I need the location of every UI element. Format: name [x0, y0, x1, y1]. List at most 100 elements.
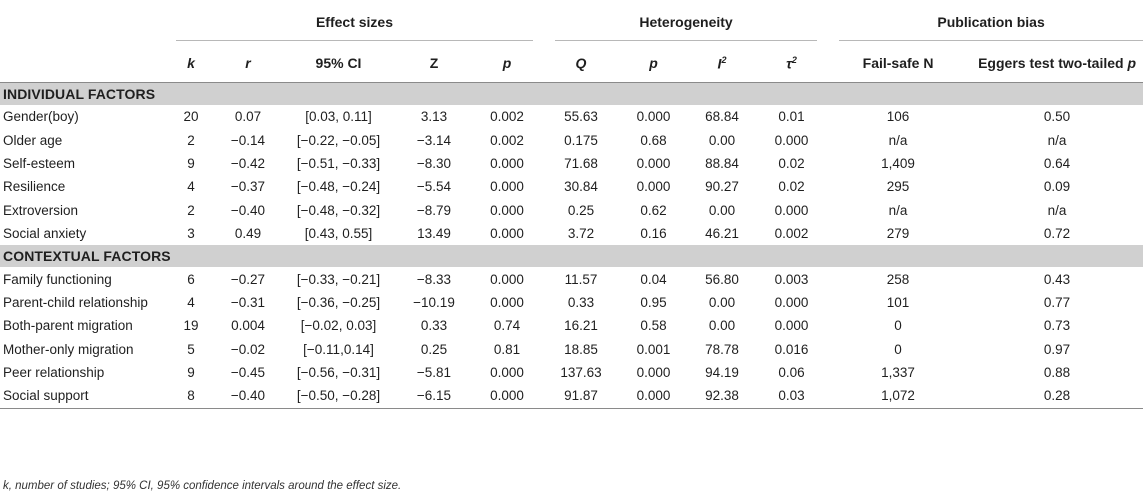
cell-egger: 0.97 [1043, 341, 1071, 357]
group-header-row: Effect sizes Heterogeneity Publication b… [0, 0, 1143, 44]
cell-ci: [−0.51, −0.33] [296, 155, 381, 171]
cell-z: −10.19 [413, 294, 455, 310]
cell-p2: 0.000 [636, 179, 671, 195]
cell-q: 3.72 [567, 226, 595, 242]
table-row: Social anxiety 3 0.49 [0.43, 0.55] 13.49 0.00… [0, 222, 1143, 245]
cell-q: 30.84 [564, 179, 598, 195]
cell-p: 0.000 [473, 384, 541, 409]
table-row: Self-esteem 9 −0.42 [−0.51, −0.33] −8.30 0.00… [0, 152, 1143, 175]
cell-q: 0.33 [567, 294, 595, 310]
column-header-row: k r 95% CI Z p Q p I2 τ2 Fail-safe N Egg… [0, 44, 1143, 83]
cell-z: 13.49 [417, 226, 451, 242]
cell-ci: [−0.56, −0.31] [296, 365, 381, 381]
cell-ci: [−0.33, −0.21] [296, 271, 381, 287]
col-egger: Eggers test two-tailed p [971, 44, 1143, 83]
cell-ci: [0.03, 0.11] [305, 109, 372, 125]
cell-p2: 0.58 [640, 318, 667, 334]
table-row: Gender(boy) 20 0.07 [0.03, 0.11] 3.13 0.002 55… [0, 105, 1143, 128]
cell-z: 0.33 [420, 318, 448, 334]
cell-r: −0.42 [230, 155, 266, 171]
cell-egger: 0.64 [1043, 155, 1071, 171]
cell-fs: 101 [886, 294, 910, 310]
cell-egger: n/a [1047, 202, 1067, 218]
cell-i2: 0.00 [708, 318, 736, 334]
cell-p2: 0.001 [636, 341, 671, 357]
cell-r: −0.14 [230, 132, 266, 148]
col-failsafe: Fail-safe N [825, 44, 972, 83]
cell-p: 0.000 [490, 271, 524, 287]
cell-fs: 1,337 [881, 365, 915, 381]
cell-fs: 106 [886, 109, 910, 125]
cell-ci: [−0.50, −0.28] [282, 384, 395, 409]
cell-z: −3.14 [416, 132, 452, 148]
cell-k: 3 [187, 226, 195, 242]
cell-tau2: 0.02 [778, 155, 805, 171]
cell-p2: 0.000 [636, 155, 671, 171]
cell-r: 0.07 [234, 109, 262, 125]
cell-i2: 90.27 [705, 179, 739, 195]
table-footnote: k, number of studies; 95% CI, 95% confid… [3, 480, 402, 492]
cell-p2: 0.62 [640, 202, 667, 218]
cell-egger: 0.88 [1043, 365, 1071, 381]
results-table: Effect sizes Heterogeneity Publication b… [0, 0, 1143, 409]
cell-r: −0.40 [230, 202, 266, 218]
col-q: Q [541, 44, 621, 83]
cell-q: 0.175 [564, 132, 598, 148]
row-label: Self-esteem [3, 155, 76, 171]
cell-z: −5.54 [416, 179, 452, 195]
cell-i2: 94.19 [705, 365, 739, 381]
row-label: Both-parent migration [3, 318, 133, 334]
effect-sizes-group: Effect sizes [168, 0, 541, 44]
cell-z: −6.15 [395, 384, 473, 409]
cell-ci: [−0.36, −0.25] [296, 294, 381, 310]
cell-p2: 0.000 [621, 384, 686, 409]
cell-p: 0.000 [490, 365, 524, 381]
cell-p2: 0.04 [640, 271, 667, 287]
cell-egger: 0.73 [1043, 318, 1071, 334]
cell-q: 11.57 [564, 271, 598, 287]
cell-tau2: 0.002 [774, 226, 809, 242]
cell-k: 9 [187, 365, 195, 381]
cell-fs: n/a [888, 132, 908, 148]
cell-ci: [0.43, 0.55] [304, 226, 373, 242]
cell-q: 71.68 [564, 155, 598, 171]
cell-egger: 0.28 [971, 384, 1143, 409]
cell-tau2: 0.000 [774, 294, 809, 310]
cell-i2: 68.84 [705, 109, 739, 125]
table-row: Extroversion 2 −0.40 [−0.48, −0.32] −8.79 0.0… [0, 199, 1143, 222]
cell-k: 2 [187, 132, 195, 148]
cell-p2: 0.000 [636, 365, 671, 381]
cell-r: −0.02 [230, 341, 266, 357]
cell-k: 20 [183, 109, 199, 125]
cell-q: 91.87 [541, 384, 621, 409]
col-r: r [214, 44, 282, 83]
cell-ci: [−0.11,0.14] [303, 341, 374, 357]
cell-fs: 279 [886, 226, 910, 242]
table-row: Mother-only migration 5 −0.02 [−0.11,0.14] 0… [0, 338, 1143, 361]
cell-r: −0.31 [230, 294, 266, 310]
row-label: Social anxiety [3, 226, 87, 242]
cell-fs: 1,072 [825, 384, 972, 409]
cell-p: 0.74 [493, 318, 521, 334]
cell-p: 0.002 [490, 109, 524, 125]
cell-ci: [−0.48, −0.24] [296, 179, 381, 195]
table-row: Social support 8 −0.40 [−0.50, −0.28] −6.15 0… [0, 384, 1143, 409]
cell-egger: 0.72 [1043, 226, 1071, 242]
cell-egger: 0.43 [1043, 271, 1071, 287]
cell-z: 0.25 [420, 341, 448, 357]
cell-p: 0.000 [490, 226, 524, 242]
cell-tau2: 0.03 [758, 384, 826, 409]
cell-r: −0.37 [230, 179, 266, 195]
cell-i2: 0.00 [708, 294, 736, 310]
cell-r: −0.45 [230, 365, 266, 381]
row-label: Older age [3, 132, 63, 148]
table-row: Both-parent migration 19 0.004 [−0.02, 0.03… [0, 314, 1143, 337]
cell-z: 3.13 [420, 109, 448, 125]
cell-fs: 0 [894, 318, 902, 334]
cell-ci: [−0.02, 0.03] [300, 318, 377, 334]
cell-r: 0.49 [234, 226, 262, 242]
table-row: Family functioning 6 −0.27 [−0.33, −0.21] −8… [0, 267, 1143, 290]
cell-p: 0.000 [490, 155, 524, 171]
row-label: Gender(boy) [3, 109, 79, 125]
cell-tau2: 0.000 [774, 202, 809, 218]
